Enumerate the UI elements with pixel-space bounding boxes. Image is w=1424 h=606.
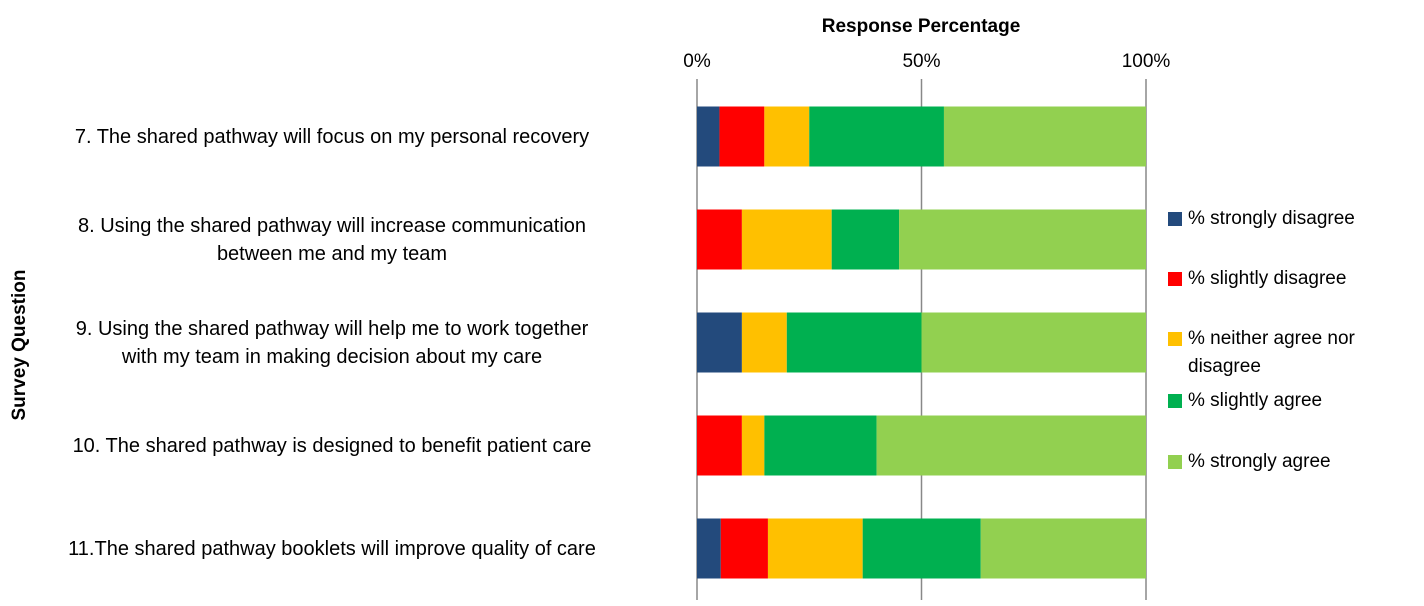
bar-segment	[764, 415, 877, 476]
legend-label: % strongly agree	[1188, 451, 1331, 472]
x-tick-label: 0%	[683, 51, 711, 72]
y-tick-label: 11.The shared pathway booklets will impr…	[68, 537, 596, 560]
y-tick-label: 10. The shared pathway is designed to be…	[72, 434, 592, 457]
bar-segment	[943, 106, 1146, 167]
bar-segment	[741, 312, 787, 373]
bar-segment	[697, 209, 742, 270]
bar-segment	[741, 209, 832, 270]
legend-item: % strongly disagree	[1168, 205, 1418, 233]
legend-label: % neither agree nor disagree	[1188, 328, 1355, 377]
legend-item: % slightly agree	[1168, 387, 1418, 415]
bar-segment	[720, 518, 768, 579]
legend-swatch	[1168, 212, 1182, 226]
bar-segment	[697, 106, 720, 167]
x-tick-label: 50%	[902, 51, 940, 72]
y-tick-label: 7. The shared pathway will focus on my p…	[74, 125, 590, 148]
legend-label: % slightly disagree	[1188, 268, 1347, 289]
legend-swatch	[1168, 332, 1182, 346]
legend-swatch	[1168, 272, 1182, 286]
y-axis-title: Survey Question	[9, 270, 30, 421]
bar-segment	[697, 415, 742, 476]
y-tick-label: 8. Using the shared pathway will increas…	[77, 214, 587, 265]
bar-segment	[741, 415, 765, 476]
bar-segment	[899, 209, 1146, 270]
bar-segment	[697, 518, 721, 579]
legend-swatch	[1168, 455, 1182, 469]
legend-label: % strongly disagree	[1188, 208, 1355, 229]
bar-segment	[809, 106, 944, 167]
bar-segment	[831, 209, 900, 270]
legend-item: % strongly agree	[1168, 448, 1418, 476]
x-axis-title: Response Percentage	[822, 16, 1021, 37]
bar-segment	[697, 312, 742, 373]
bar-segment	[767, 518, 863, 579]
legend-swatch	[1168, 394, 1182, 408]
bar-segment	[862, 518, 981, 579]
legend-label: % slightly agree	[1188, 390, 1323, 411]
bar-segment	[764, 106, 810, 167]
x-tick-label: 100%	[1122, 51, 1171, 72]
bar-segment	[980, 518, 1146, 579]
legend-item: % slightly disagree	[1168, 265, 1418, 293]
legend-item: % neither agree nor disagree	[1168, 325, 1418, 381]
bar-segment	[921, 312, 1146, 373]
y-tick-label: 9. Using the shared pathway will help me…	[75, 317, 589, 368]
bar-segment	[786, 312, 922, 373]
bar-segment	[719, 106, 765, 167]
bar-segment	[876, 415, 1146, 476]
